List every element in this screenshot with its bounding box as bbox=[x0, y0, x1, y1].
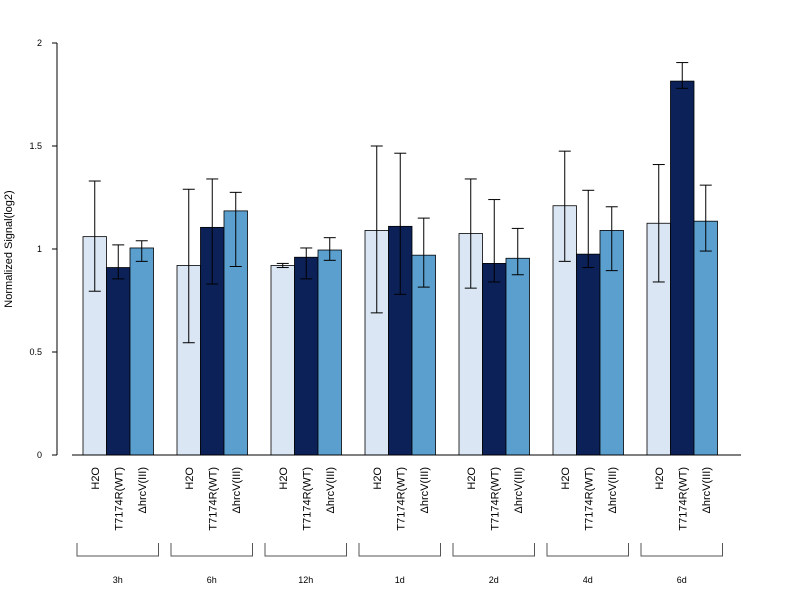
group-bracket bbox=[264, 543, 347, 557]
category-label: ΔhrcV(III) bbox=[701, 467, 713, 513]
bar bbox=[106, 267, 131, 456]
bar bbox=[576, 253, 601, 456]
bar bbox=[482, 263, 507, 456]
category-label: H2O bbox=[278, 467, 290, 490]
y-tick-label: 2 bbox=[37, 38, 42, 48]
bar bbox=[317, 249, 342, 456]
bar bbox=[670, 80, 695, 456]
group-bracket bbox=[170, 543, 253, 557]
category-label: T7174R(WT) bbox=[677, 467, 689, 531]
category-label: T7174R(WT) bbox=[113, 467, 125, 531]
category-label: ΔhrcV(III) bbox=[231, 467, 243, 513]
group-bracket bbox=[358, 543, 441, 557]
group-bracket bbox=[546, 543, 629, 557]
y-tick-label: 0 bbox=[37, 450, 42, 460]
group-label: 6h bbox=[207, 575, 217, 585]
group-label: 1d bbox=[395, 575, 405, 585]
group-label: 6d bbox=[677, 575, 687, 585]
group-bracket bbox=[76, 543, 159, 557]
category-label: H2O bbox=[372, 467, 384, 490]
bar bbox=[270, 265, 295, 456]
bar bbox=[693, 220, 718, 456]
category-label: T7174R(WT) bbox=[395, 467, 407, 531]
category-label: H2O bbox=[560, 467, 572, 490]
group-label: 12h bbox=[298, 575, 313, 585]
category-label: T7174R(WT) bbox=[583, 467, 595, 531]
category-label: ΔhrcV(III) bbox=[607, 467, 619, 513]
group-label: 2d bbox=[489, 575, 499, 585]
group-bracket bbox=[640, 543, 723, 557]
x-category-labels: H2O T7174R(WT) ΔhrcV(III) H2O T7174R(WT) Δhrc… bbox=[90, 467, 713, 531]
group-label: 4d bbox=[583, 575, 593, 585]
category-label: T7174R(WT) bbox=[207, 467, 219, 531]
category-label: ΔhrcV(III) bbox=[137, 467, 149, 513]
y-tick-label: 0.5 bbox=[29, 347, 42, 357]
category-label: T7174R(WT) bbox=[301, 467, 313, 531]
category-label: T7174R(WT) bbox=[489, 467, 501, 531]
y-axis: 0 0.5 1 1.5 2 bbox=[29, 38, 741, 460]
y-axis-label: Normalized Signal(log2) bbox=[3, 190, 15, 307]
category-label: ΔhrcV(III) bbox=[419, 467, 431, 513]
group-bracket bbox=[452, 543, 535, 557]
group-label: 3h bbox=[113, 575, 123, 585]
category-label: H2O bbox=[184, 467, 196, 490]
y-tick-label: 1 bbox=[37, 244, 42, 254]
category-label: H2O bbox=[466, 467, 478, 490]
category-label: H2O bbox=[90, 467, 102, 490]
error-bars-layer bbox=[88, 62, 712, 344]
y-tick-label: 1.5 bbox=[29, 141, 42, 151]
category-label: ΔhrcV(III) bbox=[325, 467, 337, 513]
bar bbox=[129, 247, 154, 456]
category-label: H2O bbox=[654, 467, 666, 490]
group-labels: 3h 6h 12h 1d 2d 4d 6d bbox=[76, 543, 723, 585]
category-label: ΔhrcV(III) bbox=[513, 467, 525, 513]
bar bbox=[294, 256, 319, 456]
bar bbox=[505, 257, 530, 456]
